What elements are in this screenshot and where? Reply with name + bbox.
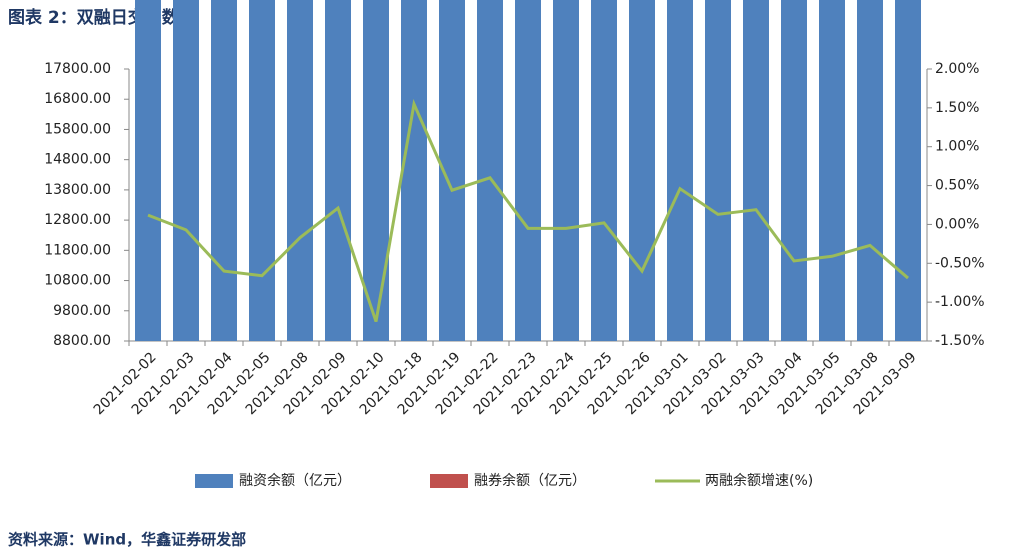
- y-tick-label: 10800.00: [44, 273, 111, 289]
- bar: [857, 0, 883, 342]
- bar: [705, 0, 731, 341]
- y2-tick-label: 0.50%: [935, 178, 979, 194]
- bar: [743, 0, 769, 341]
- bar: [591, 0, 617, 341]
- bar: [211, 0, 237, 341]
- line: [147, 98, 909, 323]
- bar: [135, 0, 161, 341]
- bar: [173, 0, 199, 341]
- y-tick-label: 15800.00: [44, 121, 111, 137]
- y2-tick-label: -1.00%: [935, 294, 985, 310]
- bar: [895, 0, 921, 341]
- bar: [629, 0, 655, 341]
- bar: [819, 0, 845, 341]
- legend-label: 融资余额（亿元）: [239, 472, 351, 489]
- y2-tick-label: -0.50%: [935, 255, 985, 271]
- y-tick-label: 16800.00: [44, 91, 111, 107]
- bar: [553, 0, 579, 341]
- y2-tick-label: 1.50%: [935, 100, 979, 116]
- y-tick-label: 8800.00: [53, 333, 111, 349]
- bar: [325, 0, 351, 341]
- y-tick-label: 17800.00: [44, 61, 111, 77]
- y2-tick-label: 2.00%: [935, 61, 979, 77]
- y-tick-label: 11800.00: [44, 242, 111, 258]
- bar: [401, 0, 427, 341]
- chart-title: 图表 2：双融日交易数据: [8, 7, 196, 28]
- y2-tick-label: -1.50%: [935, 333, 985, 349]
- bar: [667, 0, 693, 341]
- bar: [287, 0, 313, 341]
- bar: [363, 0, 389, 341]
- y2-tick-label: 1.00%: [935, 139, 979, 155]
- y-tick-label: 12800.00: [44, 212, 111, 228]
- y2-tick-label: 0.00%: [935, 216, 979, 232]
- bar: [515, 0, 541, 341]
- legend-label: 两融余额增速(%): [705, 472, 813, 489]
- legend-swatch: [195, 474, 233, 488]
- y-tick-label: 13800.00: [44, 182, 111, 198]
- y-tick-label: 14800.00: [44, 152, 111, 168]
- legend-label: 融券余额（亿元）: [474, 472, 586, 489]
- bar: [249, 0, 275, 341]
- bar: [477, 0, 503, 342]
- y-tick-label: 9800.00: [53, 303, 111, 319]
- source-note: 资料来源：Wind，华鑫证券研发部: [8, 531, 246, 549]
- bar: [781, 0, 807, 342]
- legend-swatch: [430, 474, 468, 488]
